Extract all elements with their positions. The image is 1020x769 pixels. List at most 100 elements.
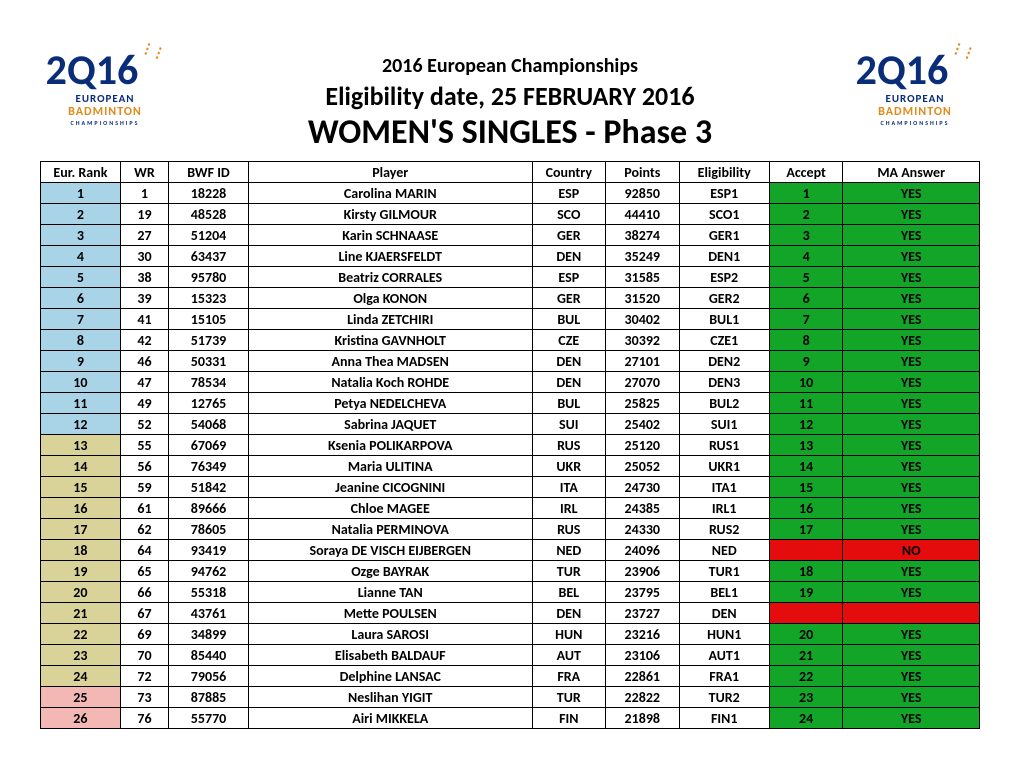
title-eligibility-date: Eligibility date, 25 FEBRUARY 2016 bbox=[170, 80, 850, 112]
cell-wr: 66 bbox=[120, 582, 168, 603]
col-wr: WR bbox=[120, 162, 168, 183]
cell-points: 22822 bbox=[606, 687, 680, 708]
cell-eur-rank: 11 bbox=[41, 393, 121, 414]
cell-accept: 17 bbox=[769, 519, 843, 540]
cell-accept: 14 bbox=[769, 456, 843, 477]
cell-wr: 59 bbox=[120, 477, 168, 498]
cell-points: 25402 bbox=[606, 414, 680, 435]
cell-accept: 5 bbox=[769, 267, 843, 288]
table-row: 21948528Kirsty GILMOURSCO44410SCO12YES bbox=[41, 204, 980, 225]
cell-eur-rank: 4 bbox=[41, 246, 121, 267]
header: 2Q16 EUROPEAN BADMINTON CHAMPIONSHIPS 20… bbox=[40, 50, 980, 153]
cell-eligibility: SUI1 bbox=[679, 414, 769, 435]
cell-accept: 22 bbox=[769, 666, 843, 687]
cell-eur-rank: 20 bbox=[41, 582, 121, 603]
cell-player: Anna Thea MADSEN bbox=[248, 351, 532, 372]
table-row: 114912765Petya NEDELCHEVABUL25825BUL211Y… bbox=[41, 393, 980, 414]
cell-player: Ozge BAYRAK bbox=[248, 561, 532, 582]
cell-accept: 24 bbox=[769, 708, 843, 729]
cell-accept: 6 bbox=[769, 288, 843, 309]
cell-country: DEN bbox=[532, 372, 606, 393]
cell-points: 44410 bbox=[606, 204, 680, 225]
cell-eur-rank: 24 bbox=[41, 666, 121, 687]
cell-eligibility: CZE1 bbox=[679, 330, 769, 351]
shuttlecock-icon bbox=[944, 54, 974, 84]
cell-eligibility: RUS2 bbox=[679, 519, 769, 540]
cell-wr: 61 bbox=[120, 498, 168, 519]
cell-eur-rank: 26 bbox=[41, 708, 121, 729]
cell-eligibility: AUT1 bbox=[679, 645, 769, 666]
cell-bwf-id: 34899 bbox=[169, 624, 249, 645]
cell-eligibility: TUR2 bbox=[679, 687, 769, 708]
cell-ma-answer: YES bbox=[843, 288, 980, 309]
table-row: 125254068Sabrina JAQUETSUI25402SUI112YES bbox=[41, 414, 980, 435]
cell-player: Neslihan YIGIT bbox=[248, 687, 532, 708]
cell-ma-answer: YES bbox=[843, 309, 980, 330]
cell-points: 27101 bbox=[606, 351, 680, 372]
cell-bwf-id: 78605 bbox=[169, 519, 249, 540]
cell-bwf-id: 51842 bbox=[169, 477, 249, 498]
cell-eur-rank: 5 bbox=[41, 267, 121, 288]
cell-ma-answer: YES bbox=[843, 393, 980, 414]
cell-country: IRL bbox=[532, 498, 606, 519]
logo-line3: CHAMPIONSHIPS bbox=[40, 119, 170, 127]
cell-eligibility: SCO1 bbox=[679, 204, 769, 225]
cell-ma-answer: YES bbox=[843, 330, 980, 351]
cell-eligibility: UKR1 bbox=[679, 456, 769, 477]
cell-points: 22861 bbox=[606, 666, 680, 687]
cell-eur-rank: 23 bbox=[41, 645, 121, 666]
cell-accept: 20 bbox=[769, 624, 843, 645]
cell-wr: 65 bbox=[120, 561, 168, 582]
logo-left: 2Q16 EUROPEAN BADMINTON CHAMPIONSHIPS bbox=[40, 50, 170, 145]
col-accept: Accept bbox=[769, 162, 843, 183]
cell-country: CZE bbox=[532, 330, 606, 351]
cell-eligibility: IRL1 bbox=[679, 498, 769, 519]
cell-bwf-id: 78534 bbox=[169, 372, 249, 393]
cell-country: SUI bbox=[532, 414, 606, 435]
cell-country: TUR bbox=[532, 561, 606, 582]
cell-bwf-id: 76349 bbox=[169, 456, 249, 477]
cell-eur-rank: 12 bbox=[41, 414, 121, 435]
logo-line2: BADMINTON bbox=[40, 105, 170, 119]
logo-line3: CHAMPIONSHIPS bbox=[850, 119, 980, 127]
table-row: 226934899Laura SAROSIHUN23216HUN120YES bbox=[41, 624, 980, 645]
cell-bwf-id: 51739 bbox=[169, 330, 249, 351]
cell-eligibility: ITA1 bbox=[679, 477, 769, 498]
table-row: 237085440Elisabeth BALDAUFAUT23106AUT121… bbox=[41, 645, 980, 666]
table-row: 166189666Chloe MAGEEIRL24385IRL116YES bbox=[41, 498, 980, 519]
table-row: 267655770Airi MIKKELAFIN21898FIN124YES bbox=[41, 708, 980, 729]
eligibility-table: Eur. Rank WR BWF ID Player Country Point… bbox=[40, 161, 980, 729]
title-championships: 2016 European Championships bbox=[170, 54, 850, 78]
cell-country: RUS bbox=[532, 519, 606, 540]
table-row: 216743761Mette POULSENDEN23727DEN bbox=[41, 603, 980, 624]
cell-country: NED bbox=[532, 540, 606, 561]
table-row: 63915323Olga KONONGER31520GER26YES bbox=[41, 288, 980, 309]
cell-eligibility: HUN1 bbox=[679, 624, 769, 645]
cell-player: Olga KONON bbox=[248, 288, 532, 309]
cell-bwf-id: 85440 bbox=[169, 645, 249, 666]
cell-ma-answer: YES bbox=[843, 582, 980, 603]
cell-ma-answer: YES bbox=[843, 183, 980, 204]
cell-accept: 11 bbox=[769, 393, 843, 414]
cell-ma-answer: YES bbox=[843, 414, 980, 435]
cell-accept: 4 bbox=[769, 246, 843, 267]
cell-player: Soraya DE VISCH EIJBERGEN bbox=[248, 540, 532, 561]
cell-accept: 16 bbox=[769, 498, 843, 519]
cell-eur-rank: 21 bbox=[41, 603, 121, 624]
cell-points: 25825 bbox=[606, 393, 680, 414]
cell-eur-rank: 9 bbox=[41, 351, 121, 372]
cell-eur-rank: 3 bbox=[41, 225, 121, 246]
cell-ma-answer: YES bbox=[843, 456, 980, 477]
cell-points: 21898 bbox=[606, 708, 680, 729]
cell-wr: 41 bbox=[120, 309, 168, 330]
cell-accept: 1 bbox=[769, 183, 843, 204]
table-body: 1118228Carolina MARINESP92850ESP11YES219… bbox=[41, 183, 980, 729]
cell-country: ESP bbox=[532, 183, 606, 204]
cell-bwf-id: 43761 bbox=[169, 603, 249, 624]
cell-ma-answer: YES bbox=[843, 225, 980, 246]
cell-bwf-id: 93419 bbox=[169, 540, 249, 561]
cell-player: Line KJAERSFELDT bbox=[248, 246, 532, 267]
cell-bwf-id: 63437 bbox=[169, 246, 249, 267]
cell-eligibility: BUL2 bbox=[679, 393, 769, 414]
cell-bwf-id: 15105 bbox=[169, 309, 249, 330]
